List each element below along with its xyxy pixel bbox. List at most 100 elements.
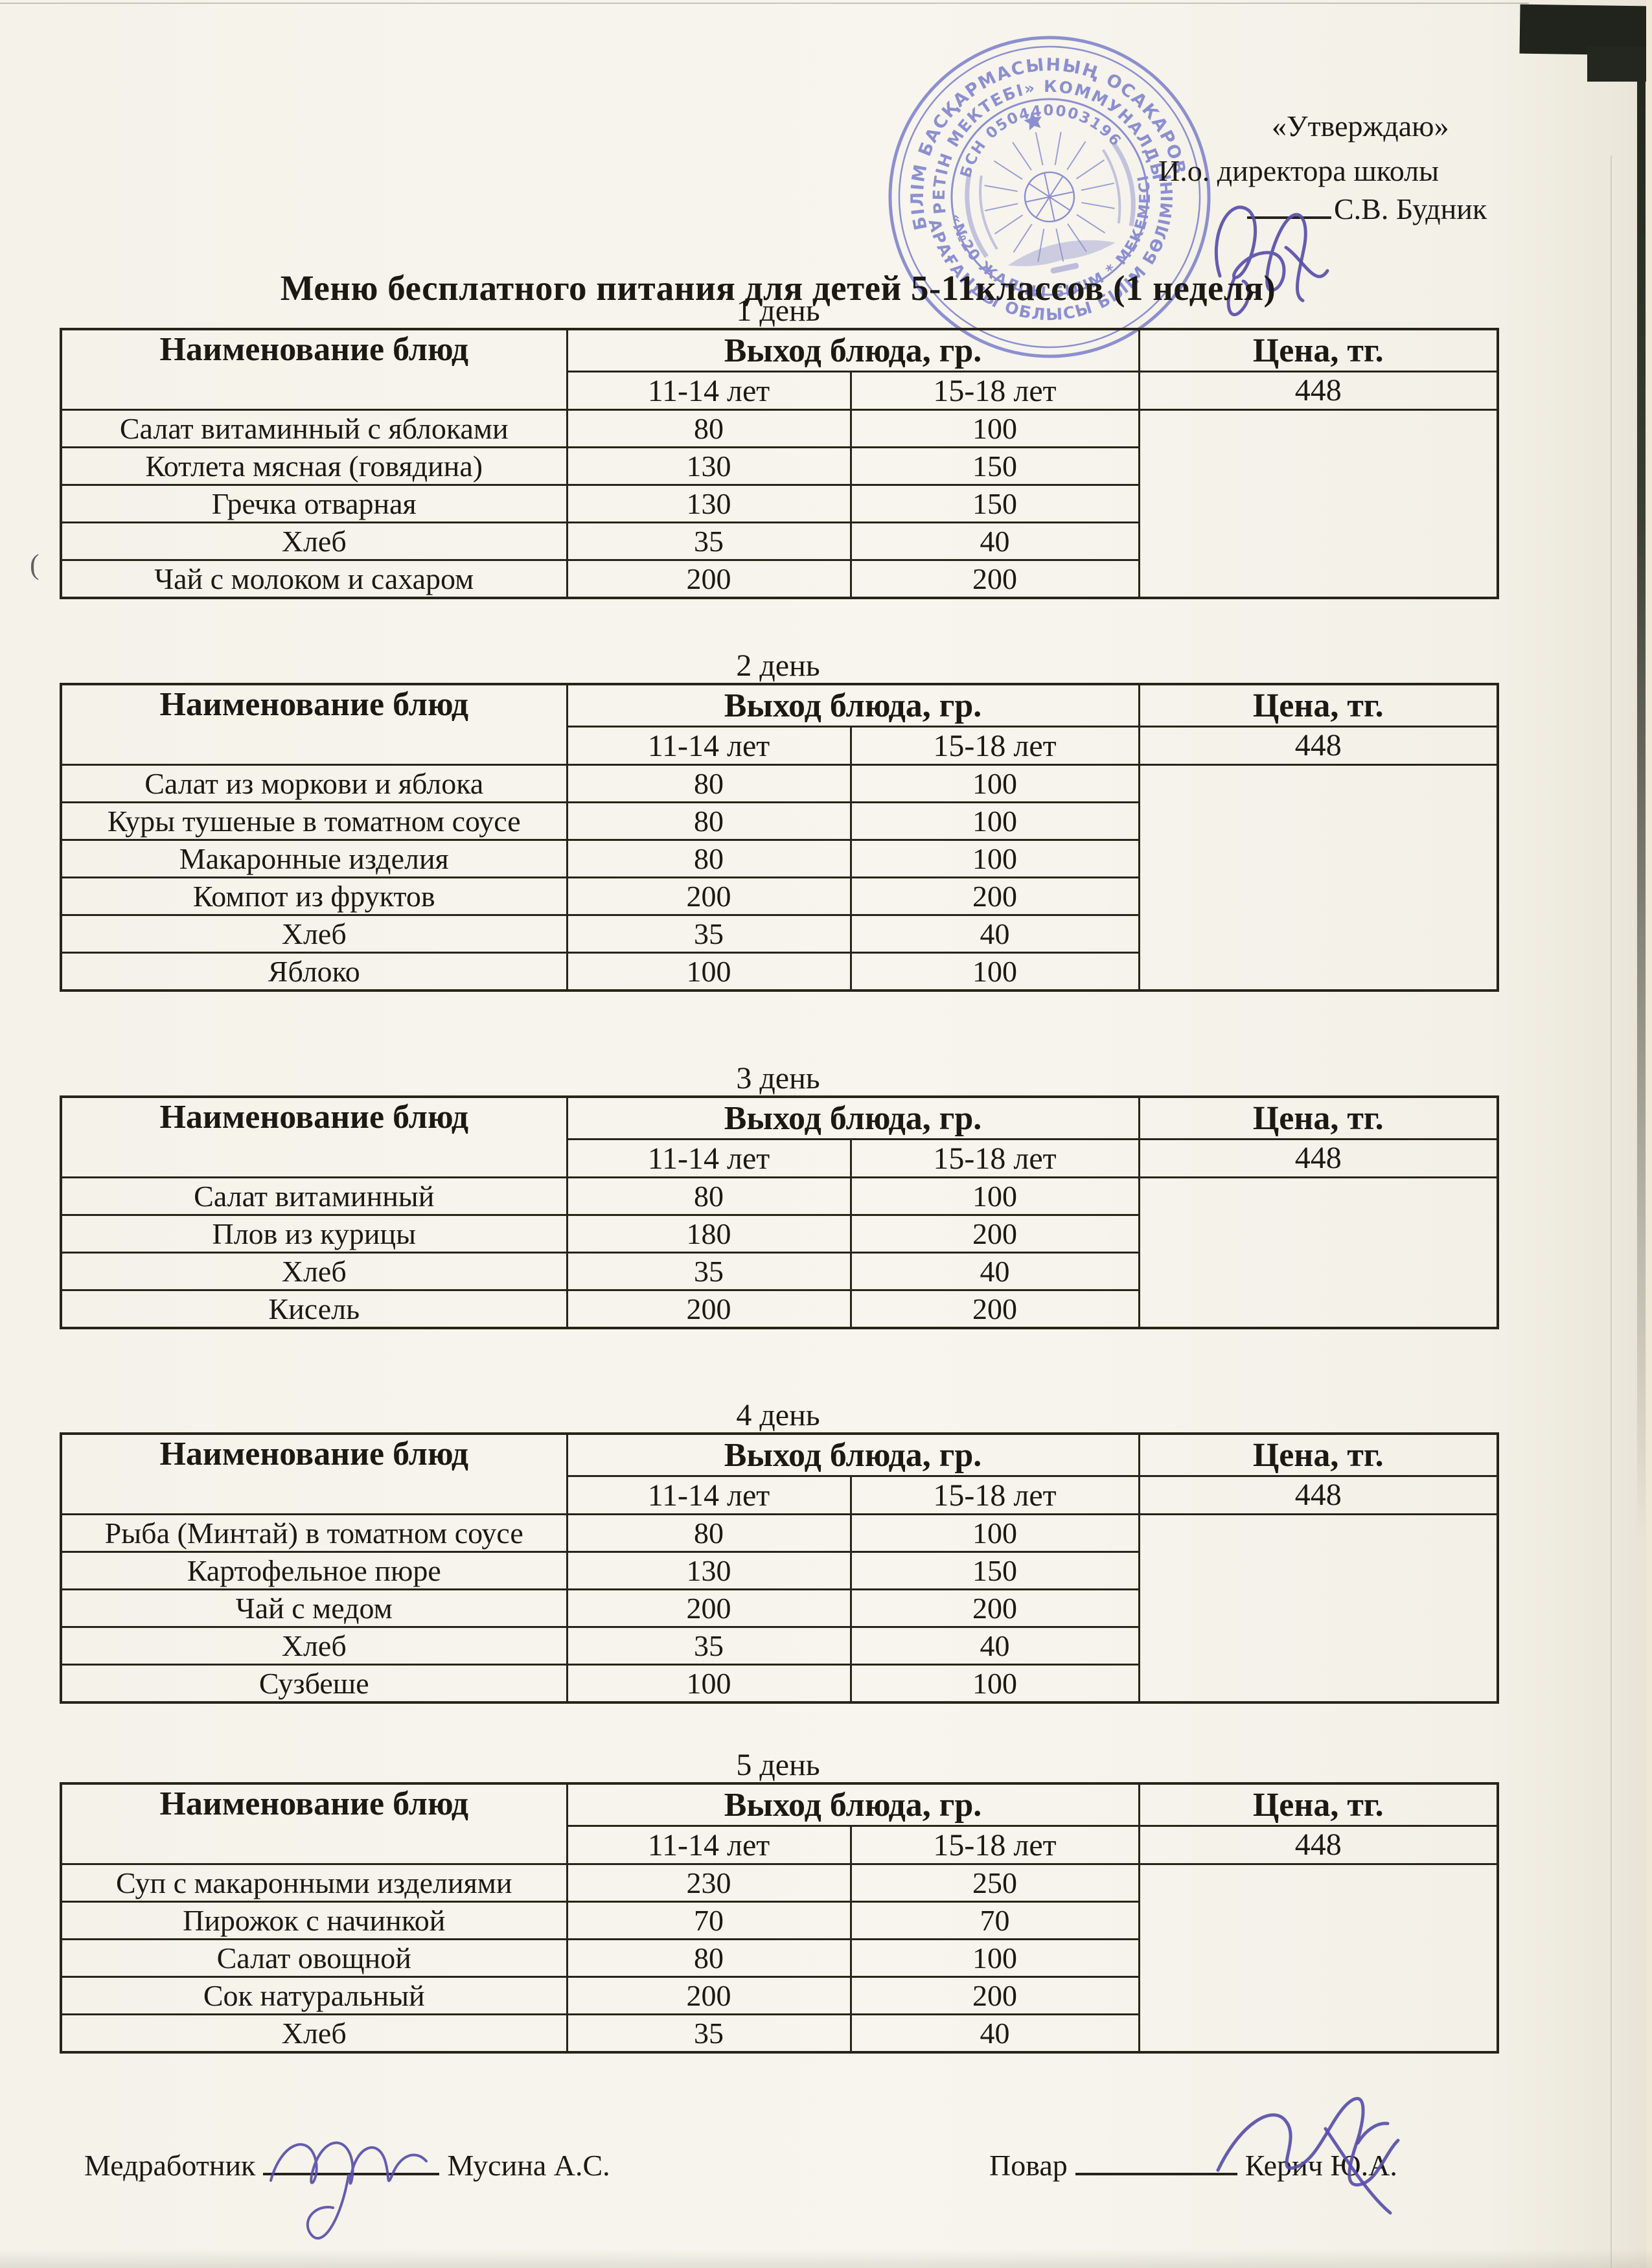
menu-row: Хлеб 35 40 [60, 914, 1498, 954]
menu-table-day-3: Наименование блюд Выход блюда, гр. Цена,… [60, 1095, 1499, 1329]
dish-name: Хлеб [60, 1252, 568, 1291]
cook-signature-blank [1075, 2148, 1237, 2175]
dish-name: Чай с молоком и сахаром [60, 559, 568, 599]
column-header-age1: 11-14 лет [566, 371, 852, 411]
portion-value: 40 [849, 2013, 1140, 2054]
menu-table-day-5: Наименование блюд Выход блюда, гр. Цена,… [60, 1782, 1499, 2054]
dish-name: Картофельное пюре [60, 1551, 568, 1590]
dish-name: Хлеб [60, 1626, 568, 1666]
portion-value: 200 [849, 1976, 1140, 2015]
menu-row: Хлеб 35 40 [60, 521, 1498, 561]
column-header-age1: 11-14 лет [566, 1475, 852, 1515]
menu-row: Пирожок с начинкой 70 70 [60, 1901, 1498, 1940]
portion-value: 230 [566, 1863, 852, 1903]
portion-value: 35 [566, 521, 852, 561]
menu-row: Чай с молоком и сахаром 200 200 [60, 559, 1498, 599]
portion-value: 80 [566, 1938, 852, 1978]
column-header-output: Выход блюда, гр. [566, 1095, 1140, 1140]
portion-value: 80 [566, 409, 852, 448]
approval-role: И.о. директора школы [1158, 154, 1440, 187]
menu-row: Куры тушеные в томатном соусе 80 100 [60, 801, 1498, 841]
column-header-dish: Наименование блюд [60, 1432, 568, 1515]
menu-row: Салат витаминный с яблоками 80 100 [60, 409, 1498, 448]
column-header-price: Цена, тг. [1138, 683, 1499, 727]
menu-row: Котлета мясная (говядина) 130 150 [60, 446, 1498, 486]
portion-value: 150 [849, 1551, 1140, 1590]
portion-value: 70 [566, 1901, 852, 1940]
price-value: 448 [1138, 371, 1499, 411]
school-round-stamp: БІЛІМ БАСҚАРМАСЫНЫҢ ОСАКАРОВ БЕРЕТІН МЕК… [885, 32, 1211, 358]
day-label: 2 день [736, 648, 820, 683]
portion-value: 200 [849, 876, 1140, 916]
portion-value: 35 [566, 1252, 852, 1291]
column-header-dish: Наименование блюд [60, 1782, 568, 1865]
column-header-age2: 15-18 лет [849, 1825, 1140, 1865]
column-header-age2: 15-18 лет [849, 726, 1140, 766]
menu-row: Чай с медом 200 200 [60, 1588, 1498, 1628]
portion-value: 200 [566, 1588, 852, 1628]
column-header-age2: 15-18 лет [849, 1138, 1140, 1178]
portion-value: 100 [849, 1664, 1140, 1704]
portion-value: 100 [566, 1664, 852, 1704]
portion-value: 40 [849, 1252, 1140, 1291]
menu-row: Сузбеше 100 100 [60, 1664, 1498, 1704]
portion-value: 100 [849, 1513, 1140, 1553]
portion-value: 80 [566, 764, 852, 803]
dish-name: Рыба (Минтай) в томатном соусе [60, 1513, 568, 1553]
portion-value: 100 [849, 839, 1140, 878]
column-header-output: Выход блюда, гр. [566, 328, 1140, 372]
menu-row: Хлеб 35 40 [60, 2013, 1498, 2054]
director-signature-ink [1214, 205, 1329, 317]
dish-name: Котлета мясная (говядина) [60, 446, 568, 486]
portion-value: 200 [849, 1588, 1140, 1628]
portion-value: 200 [849, 1214, 1140, 1254]
day-label: 1 день [736, 293, 820, 328]
portion-value: 80 [566, 801, 852, 841]
column-header-dish: Наименование блюд [60, 328, 568, 411]
column-header-output: Выход блюда, гр. [566, 1782, 1140, 1827]
portion-value: 150 [849, 446, 1140, 486]
portion-value: 100 [849, 1176, 1140, 1216]
portion-value: 130 [566, 446, 852, 486]
portion-value: 40 [849, 521, 1140, 561]
column-header-age2: 15-18 лет [849, 1475, 1140, 1515]
menu-table-day-4: Наименование блюд Выход блюда, гр. Цена,… [60, 1432, 1499, 1704]
cook-signature-block: Повар Керич Ю.А. [989, 2148, 1397, 2182]
column-header-price: Цена, тг. [1138, 1782, 1499, 1827]
portion-value: 200 [566, 1289, 852, 1329]
portion-value: 180 [566, 1214, 852, 1254]
medworker-signature-ink [270, 2141, 428, 2239]
paper-crease [1611, 155, 1612, 2268]
menu-row: Салат витаминный 80 100 [60, 1176, 1498, 1216]
dish-name: Гречка отварная [60, 484, 568, 523]
menu-row: Гречка отварная 130 150 [60, 484, 1498, 523]
portion-value: 100 [849, 801, 1140, 841]
stamp-emblem [965, 111, 1136, 274]
day-section-1: 1 день Наименование блюд Выход блюда, гр… [60, 293, 1499, 599]
director-name: С.В. Будник [1334, 192, 1487, 225]
portion-value: 200 [849, 559, 1140, 599]
dish-name: Плов из курицы [60, 1214, 568, 1254]
column-header-age2: 15-18 лет [849, 371, 1140, 411]
portion-value: 130 [566, 1551, 852, 1590]
dish-name: Суп с макаронными изделиями [60, 1863, 568, 1903]
scanner-bed-strip [1646, 0, 1652, 2268]
dish-name: Кисель [60, 1289, 568, 1329]
dish-name: Яблоко [60, 952, 568, 992]
day-section-2: 2 день Наименование блюд Выход блюда, гр… [60, 648, 1499, 992]
column-header-age1: 11-14 лет [566, 726, 852, 766]
paper-right-edge-shadow [1637, 76, 1646, 1541]
dish-name: Хлеб [60, 914, 568, 954]
day-section-4: 4 день Наименование блюд Выход блюда, гр… [60, 1397, 1499, 1704]
portion-value: 80 [566, 1176, 852, 1216]
column-header-output: Выход блюда, гр. [566, 1432, 1140, 1477]
scanner-dark-corner-lower [1587, 47, 1647, 82]
dish-name: Макаронные изделия [60, 839, 568, 878]
column-header-price: Цена, тг. [1138, 1095, 1499, 1140]
dish-name: Компот из фруктов [60, 876, 568, 916]
portion-value: 100 [849, 952, 1140, 992]
price-value: 448 [1138, 726, 1499, 766]
menu-table-day-2: Наименование блюд Выход блюда, гр. Цена,… [60, 683, 1499, 992]
menu-row: Компот из фруктов 200 200 [60, 876, 1498, 916]
